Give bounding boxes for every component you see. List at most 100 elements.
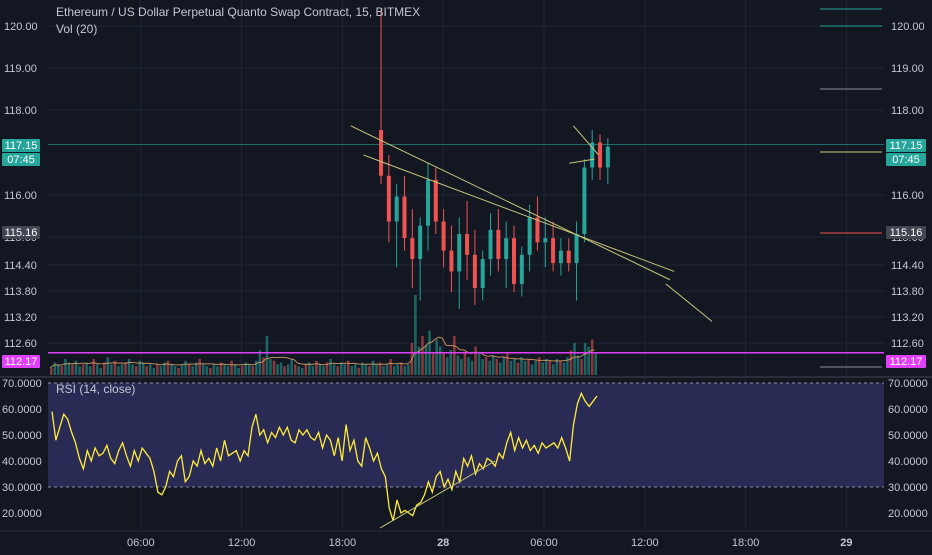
candle-body bbox=[496, 229, 501, 259]
volume-bar bbox=[233, 364, 237, 375]
volume-bar bbox=[304, 364, 308, 375]
time-tick-label: 12:00 bbox=[631, 537, 659, 549]
volume-bar bbox=[124, 362, 127, 375]
volume-bar bbox=[350, 366, 354, 375]
volume-bar bbox=[265, 335, 269, 375]
volume-bar bbox=[470, 360, 474, 375]
volume-bar bbox=[88, 366, 92, 375]
volume-bar bbox=[382, 366, 385, 375]
volume-bar bbox=[230, 360, 233, 375]
volume-bar bbox=[414, 295, 417, 375]
volume-bar bbox=[325, 362, 329, 375]
volume-bar bbox=[385, 364, 389, 375]
volume-bar bbox=[424, 344, 428, 375]
volume-bar bbox=[499, 362, 502, 375]
volume-bar bbox=[92, 359, 95, 375]
volume-bar bbox=[251, 366, 255, 375]
rsi-line bbox=[51, 391, 598, 521]
volume-bar bbox=[113, 360, 117, 375]
volume-bar bbox=[237, 367, 240, 375]
volume-bar bbox=[301, 367, 304, 375]
candle-body bbox=[535, 217, 540, 243]
volume-bar bbox=[223, 364, 226, 375]
volume-bar bbox=[477, 353, 481, 375]
volume-bar bbox=[244, 362, 247, 375]
price-tick-label-left: 118.00 bbox=[4, 105, 37, 117]
volume-bar bbox=[262, 357, 265, 375]
volume-bar bbox=[269, 359, 272, 375]
volume-bar bbox=[191, 366, 194, 375]
candle-body bbox=[379, 130, 384, 176]
time-tick-label: 18:00 bbox=[732, 537, 760, 549]
price-tick-label-right: 119.00 bbox=[891, 63, 924, 75]
mark-price-badge-left: 115.16 bbox=[5, 227, 38, 239]
volume-bar bbox=[378, 362, 382, 375]
volume-bar bbox=[449, 350, 453, 375]
mark-price-badge-right-bg bbox=[886, 226, 926, 239]
volume-bar bbox=[431, 351, 435, 375]
price-tick-label-right: 120.00 bbox=[891, 21, 925, 33]
volume-bar bbox=[371, 360, 375, 375]
volume-bar bbox=[117, 366, 120, 375]
trendline bbox=[665, 283, 713, 322]
candle-body bbox=[511, 238, 516, 284]
volume-bar bbox=[131, 364, 134, 375]
volume-bar bbox=[95, 364, 99, 375]
time-tick-label: 28 bbox=[437, 537, 449, 549]
candle-body bbox=[551, 238, 556, 264]
volume-bar bbox=[336, 366, 339, 375]
rsi-tick-label-left: 30.0000 bbox=[2, 482, 42, 494]
volume-bar bbox=[198, 359, 202, 375]
volume-bar bbox=[389, 359, 392, 375]
volume-bar bbox=[67, 362, 71, 375]
volume-bar bbox=[509, 360, 513, 375]
volume-price-badge-left-bg bbox=[2, 355, 40, 368]
volume-bar bbox=[460, 359, 463, 375]
volume-bar bbox=[559, 360, 562, 375]
volume-bar bbox=[463, 351, 467, 375]
volume-bar bbox=[484, 357, 488, 375]
candle-body bbox=[605, 146, 610, 168]
volume-bar bbox=[552, 364, 555, 375]
candle-body bbox=[598, 142, 603, 168]
volume-bar bbox=[506, 353, 509, 375]
volume-bar bbox=[286, 364, 290, 375]
rsi-tick-label-left: 70.0000 bbox=[2, 378, 42, 390]
volume-bar bbox=[467, 357, 470, 375]
volume-bar bbox=[520, 357, 523, 375]
volume-bar bbox=[481, 359, 484, 375]
countdown-badge-right-bg bbox=[886, 153, 926, 166]
volume-bar bbox=[368, 366, 371, 375]
volume-bar bbox=[159, 366, 163, 375]
volume-bar bbox=[209, 367, 212, 375]
price-tick-label-left: 112.60 bbox=[4, 338, 37, 350]
volume-bar bbox=[283, 366, 286, 375]
volume-bar bbox=[590, 339, 594, 375]
volume-bar bbox=[212, 364, 216, 375]
volume-bar bbox=[438, 346, 442, 375]
volume-bar bbox=[527, 359, 530, 375]
countdown-badge-right: 07:45 bbox=[892, 154, 920, 166]
candle-body bbox=[425, 179, 430, 226]
volume-bar bbox=[400, 362, 403, 375]
volume-bar bbox=[357, 367, 361, 375]
volume-bar bbox=[297, 366, 301, 375]
volume-bar bbox=[74, 360, 78, 375]
volume-bar bbox=[202, 364, 205, 375]
rsi-tick-label-right: 50.0000 bbox=[888, 430, 928, 442]
candle-body bbox=[480, 258, 485, 289]
volume-bar bbox=[474, 346, 477, 375]
volume-ma-line bbox=[49, 336, 595, 369]
volume-price-badge-right: 112.17 bbox=[890, 356, 923, 368]
volume-bar bbox=[421, 335, 424, 375]
volume-price-badge-left: 112.17 bbox=[5, 356, 38, 368]
volume-bar bbox=[488, 360, 491, 375]
volume-bar bbox=[64, 359, 67, 375]
volume-bar bbox=[407, 364, 410, 375]
volume-bar bbox=[534, 360, 537, 375]
current-price-badge-right: 117.15 bbox=[890, 140, 923, 152]
rsi-band bbox=[48, 383, 884, 487]
candle-body bbox=[402, 196, 407, 239]
